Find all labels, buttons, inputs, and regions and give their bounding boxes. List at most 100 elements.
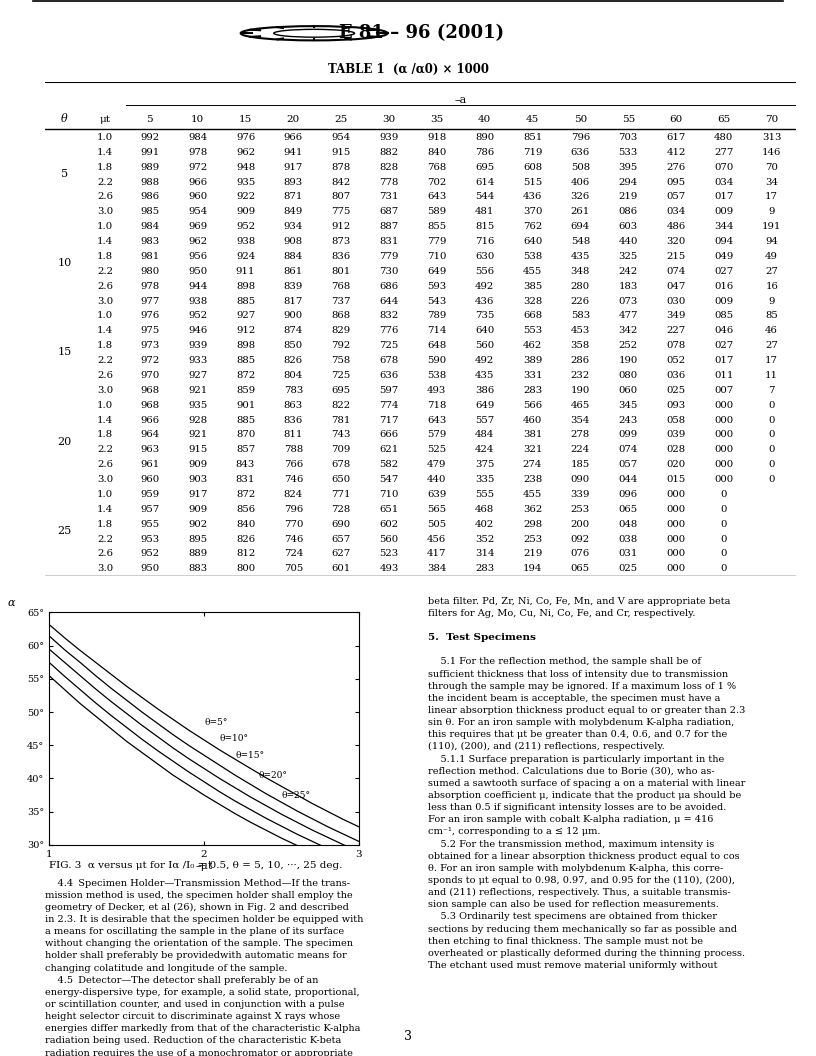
Text: 0: 0	[769, 400, 775, 410]
Text: 991: 991	[140, 148, 159, 156]
Text: 968: 968	[140, 400, 159, 410]
Text: 60: 60	[669, 115, 683, 124]
Text: 955: 955	[140, 520, 159, 529]
Text: 094: 094	[714, 237, 734, 246]
Text: 959: 959	[140, 490, 159, 498]
Text: the incident beam is acceptable, the specimen must have a: the incident beam is acceptable, the spe…	[428, 694, 721, 703]
Text: 714: 714	[427, 326, 446, 336]
Text: 15: 15	[57, 347, 72, 357]
Text: 034: 034	[667, 207, 685, 216]
Text: 557: 557	[475, 416, 494, 425]
Text: 590: 590	[428, 356, 446, 365]
Text: 5: 5	[147, 115, 153, 124]
Text: 331: 331	[523, 371, 543, 380]
Text: 5.2 For the transmission method, maximum intensity is: 5.2 For the transmission method, maximum…	[428, 840, 715, 849]
Text: 950: 950	[140, 564, 159, 573]
Text: 621: 621	[379, 446, 399, 454]
Text: 034: 034	[714, 177, 734, 187]
Text: 725: 725	[331, 371, 351, 380]
Text: 960: 960	[188, 192, 207, 202]
Text: 1.0: 1.0	[97, 490, 113, 498]
Text: 185: 185	[570, 460, 590, 469]
Text: 789: 789	[428, 312, 446, 320]
Text: 455: 455	[523, 490, 542, 498]
Text: 000: 000	[714, 460, 734, 469]
Text: 55: 55	[622, 115, 635, 124]
Text: 589: 589	[428, 207, 446, 216]
Text: 954: 954	[188, 207, 207, 216]
Text: 092: 092	[571, 534, 590, 544]
Text: 855: 855	[428, 222, 446, 231]
Text: 883: 883	[188, 564, 207, 573]
Text: 927: 927	[188, 371, 207, 380]
Text: 948: 948	[236, 163, 255, 172]
Text: 900: 900	[284, 312, 303, 320]
Text: 807: 807	[331, 192, 351, 202]
Text: 2.2: 2.2	[97, 177, 113, 187]
Text: 325: 325	[619, 252, 638, 261]
Text: 640: 640	[475, 326, 494, 336]
Text: 017: 017	[714, 356, 734, 365]
Text: 10: 10	[191, 115, 204, 124]
Text: 85: 85	[765, 312, 778, 320]
Text: 565: 565	[428, 505, 446, 514]
Text: 649: 649	[428, 267, 446, 276]
Text: 036: 036	[667, 371, 685, 380]
Text: 898: 898	[236, 341, 255, 351]
Text: 080: 080	[619, 371, 638, 380]
Text: 25: 25	[57, 526, 72, 535]
Text: 370: 370	[523, 207, 542, 216]
Text: 358: 358	[570, 341, 590, 351]
Text: 560: 560	[379, 534, 398, 544]
Text: 878: 878	[331, 163, 351, 172]
Text: 455: 455	[523, 267, 542, 276]
Text: 908: 908	[284, 237, 303, 246]
Text: 630: 630	[475, 252, 494, 261]
Text: θ=20°: θ=20°	[258, 771, 287, 779]
Text: 985: 985	[140, 207, 159, 216]
Text: 046: 046	[714, 326, 734, 336]
Text: 314: 314	[475, 549, 494, 559]
Text: 639: 639	[428, 490, 446, 498]
Text: 1.0: 1.0	[97, 312, 113, 320]
Text: 901: 901	[236, 400, 255, 410]
Text: 2.6: 2.6	[97, 371, 113, 380]
Text: 342: 342	[619, 326, 638, 336]
Text: 4.5  Detector—The detector shall preferably be of an: 4.5 Detector—The detector shall preferab…	[45, 976, 318, 985]
Text: 000: 000	[667, 490, 685, 498]
Text: 7: 7	[769, 385, 775, 395]
Text: 909: 909	[188, 505, 207, 514]
Text: 0: 0	[769, 416, 775, 425]
Text: 909: 909	[236, 207, 255, 216]
Text: 280: 280	[571, 282, 590, 290]
Text: 770: 770	[284, 520, 303, 529]
Text: 800: 800	[236, 564, 255, 573]
Text: 811: 811	[284, 431, 303, 439]
Text: 608: 608	[523, 163, 542, 172]
Text: 933: 933	[188, 356, 207, 365]
Text: 493: 493	[427, 385, 446, 395]
Text: 627: 627	[331, 549, 351, 559]
Text: 553: 553	[523, 326, 542, 336]
Text: 859: 859	[236, 385, 255, 395]
Text: 000: 000	[714, 446, 734, 454]
Text: 349: 349	[667, 312, 685, 320]
Text: 946: 946	[188, 326, 207, 336]
Text: 649: 649	[475, 400, 494, 410]
Text: 0: 0	[769, 475, 775, 484]
Text: 348: 348	[570, 267, 590, 276]
Text: 976: 976	[140, 312, 159, 320]
Text: 843: 843	[236, 460, 255, 469]
Text: 555: 555	[475, 490, 494, 498]
Text: 395: 395	[619, 163, 638, 172]
Text: 099: 099	[619, 431, 638, 439]
Text: 636: 636	[379, 371, 399, 380]
Text: 778: 778	[379, 177, 399, 187]
Text: 326: 326	[570, 192, 590, 202]
Text: 885: 885	[236, 297, 255, 305]
Text: 402: 402	[475, 520, 494, 529]
Text: 831: 831	[236, 475, 255, 484]
Text: 717: 717	[379, 416, 399, 425]
Text: 918: 918	[428, 133, 446, 142]
Text: 779: 779	[379, 252, 399, 261]
